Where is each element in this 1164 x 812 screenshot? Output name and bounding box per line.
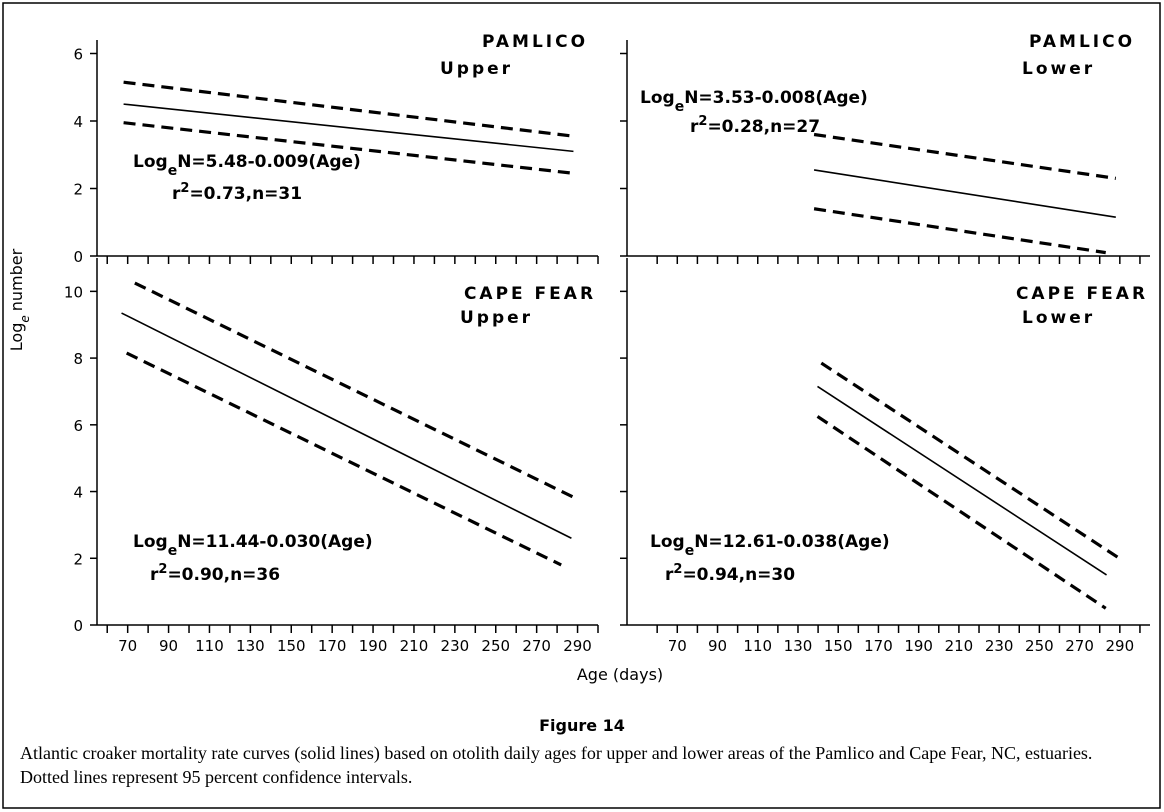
eq-log: Log: [133, 532, 168, 552]
ci-line: [125, 351, 562, 567]
panel-estuary: CAPE FEAR: [464, 284, 596, 304]
fit-body: =0.90,n=36: [167, 565, 280, 585]
fit-body: =0.28,n=27: [707, 117, 820, 137]
fit-power: 2: [698, 114, 707, 129]
y-axis-label: Loge number: [7, 248, 32, 351]
fit-r: r: [665, 565, 674, 585]
panel-estuary: CAPE FEAR: [1016, 284, 1148, 304]
panel-area: Lower: [1022, 59, 1095, 79]
y-label-log: Log: [7, 323, 26, 352]
y-tick-label: 6: [73, 417, 83, 435]
fit-power: 2: [673, 562, 682, 577]
x-tick-label: 110: [195, 637, 224, 655]
x-tick-label: 70: [118, 637, 137, 655]
eq-body: N=5.48-0.009(Age): [177, 152, 361, 172]
x-tick-label: 230: [441, 637, 470, 655]
x-tick-label: 190: [359, 637, 388, 655]
fit-body: =0.94,n=30: [682, 565, 795, 585]
eq-base: e: [675, 99, 685, 115]
panel-area: Upper: [460, 308, 533, 328]
y-tick-label: 0: [73, 617, 83, 635]
eq-log: Log: [133, 152, 168, 172]
fit-line: [817, 385, 1107, 576]
x-tick-label: 90: [708, 637, 727, 655]
panel-estuary: PAMLICO: [1029, 32, 1135, 52]
panel-area: Upper: [440, 59, 513, 79]
fit-line: [123, 103, 574, 153]
fit-r: r: [690, 117, 699, 137]
equation: LogeN=3.53-0.008(Age): [640, 88, 868, 115]
ci-line: [813, 207, 1106, 255]
fit-stats: r2=0.73,n=31: [172, 181, 302, 205]
fit-power: 2: [180, 181, 189, 196]
fit-stats: r2=0.90,n=36: [150, 562, 280, 586]
equation: LogeN=11.44-0.030(Age): [133, 532, 373, 559]
eq-base: e: [685, 543, 695, 559]
figure-title: Figure 14: [539, 716, 625, 735]
y-tick-label: 2: [73, 181, 83, 199]
fit-r: r: [150, 565, 159, 585]
fit-line: [121, 312, 572, 539]
x-tick-label: 170: [864, 637, 893, 655]
x-tick-label: 250: [1025, 637, 1054, 655]
x-tick-label: 250: [481, 637, 510, 655]
x-tick-label: 150: [824, 637, 853, 655]
ci-line: [816, 415, 1107, 610]
fit-stats: r2=0.28,n=27: [690, 114, 820, 138]
x-tick-label: 150: [277, 637, 306, 655]
equation: LogeN=12.61-0.038(Age): [650, 532, 890, 559]
x-tick-label: 230: [985, 637, 1014, 655]
x-tick-label: 210: [945, 637, 974, 655]
fit-stats: r2=0.94,n=30: [665, 562, 795, 586]
panel-estuary: PAMLICO: [482, 32, 588, 52]
y-label-base: e: [18, 315, 32, 322]
y-label-number: number: [7, 248, 26, 311]
x-tick-label: 290: [1106, 637, 1135, 655]
x-axis-label: Age (days): [577, 665, 663, 684]
x-tick-label: 130: [784, 637, 813, 655]
x-tick-label: 210: [400, 637, 429, 655]
eq-log: Log: [640, 88, 675, 108]
panel-area: Lower: [1022, 308, 1095, 328]
eq-base: e: [168, 543, 178, 559]
fit-line: [813, 169, 1116, 218]
caption: Atlantic croaker mortality rate curves (…: [20, 743, 1093, 787]
fit-body: =0.73,n=31: [189, 184, 302, 204]
y-tick-label: 0: [73, 248, 83, 266]
equation: LogeN=5.48-0.009(Age): [133, 152, 361, 179]
eq-body: N=11.44-0.030(Age): [177, 532, 372, 552]
x-tick-label: 70: [668, 637, 687, 655]
fit-power: 2: [158, 562, 167, 577]
eq-body: N=3.53-0.008(Age): [684, 88, 868, 108]
y-tick-label: 10: [64, 283, 83, 301]
y-tick-label: 2: [73, 550, 83, 568]
x-tick-label: 190: [904, 637, 933, 655]
x-tick-label: 270: [522, 637, 551, 655]
ci-line: [820, 361, 1123, 562]
ci-line: [813, 132, 1117, 180]
y-tick-label: 8: [73, 350, 83, 368]
y-tick-label: 4: [73, 113, 83, 131]
x-tick-label: 90: [159, 637, 178, 655]
eq-log: Log: [650, 532, 685, 552]
y-tick-label: 4: [73, 484, 83, 502]
eq-base: e: [168, 163, 178, 179]
x-tick-label: 270: [1065, 637, 1094, 655]
eq-body: N=12.61-0.038(Age): [694, 532, 889, 552]
fit-r: r: [172, 184, 181, 204]
x-tick-label: 290: [563, 637, 592, 655]
x-tick-label: 130: [236, 637, 265, 655]
x-tick-label: 170: [318, 637, 347, 655]
x-tick-label: 110: [743, 637, 772, 655]
y-tick-label: 6: [73, 46, 83, 64]
ci-line: [134, 281, 577, 500]
